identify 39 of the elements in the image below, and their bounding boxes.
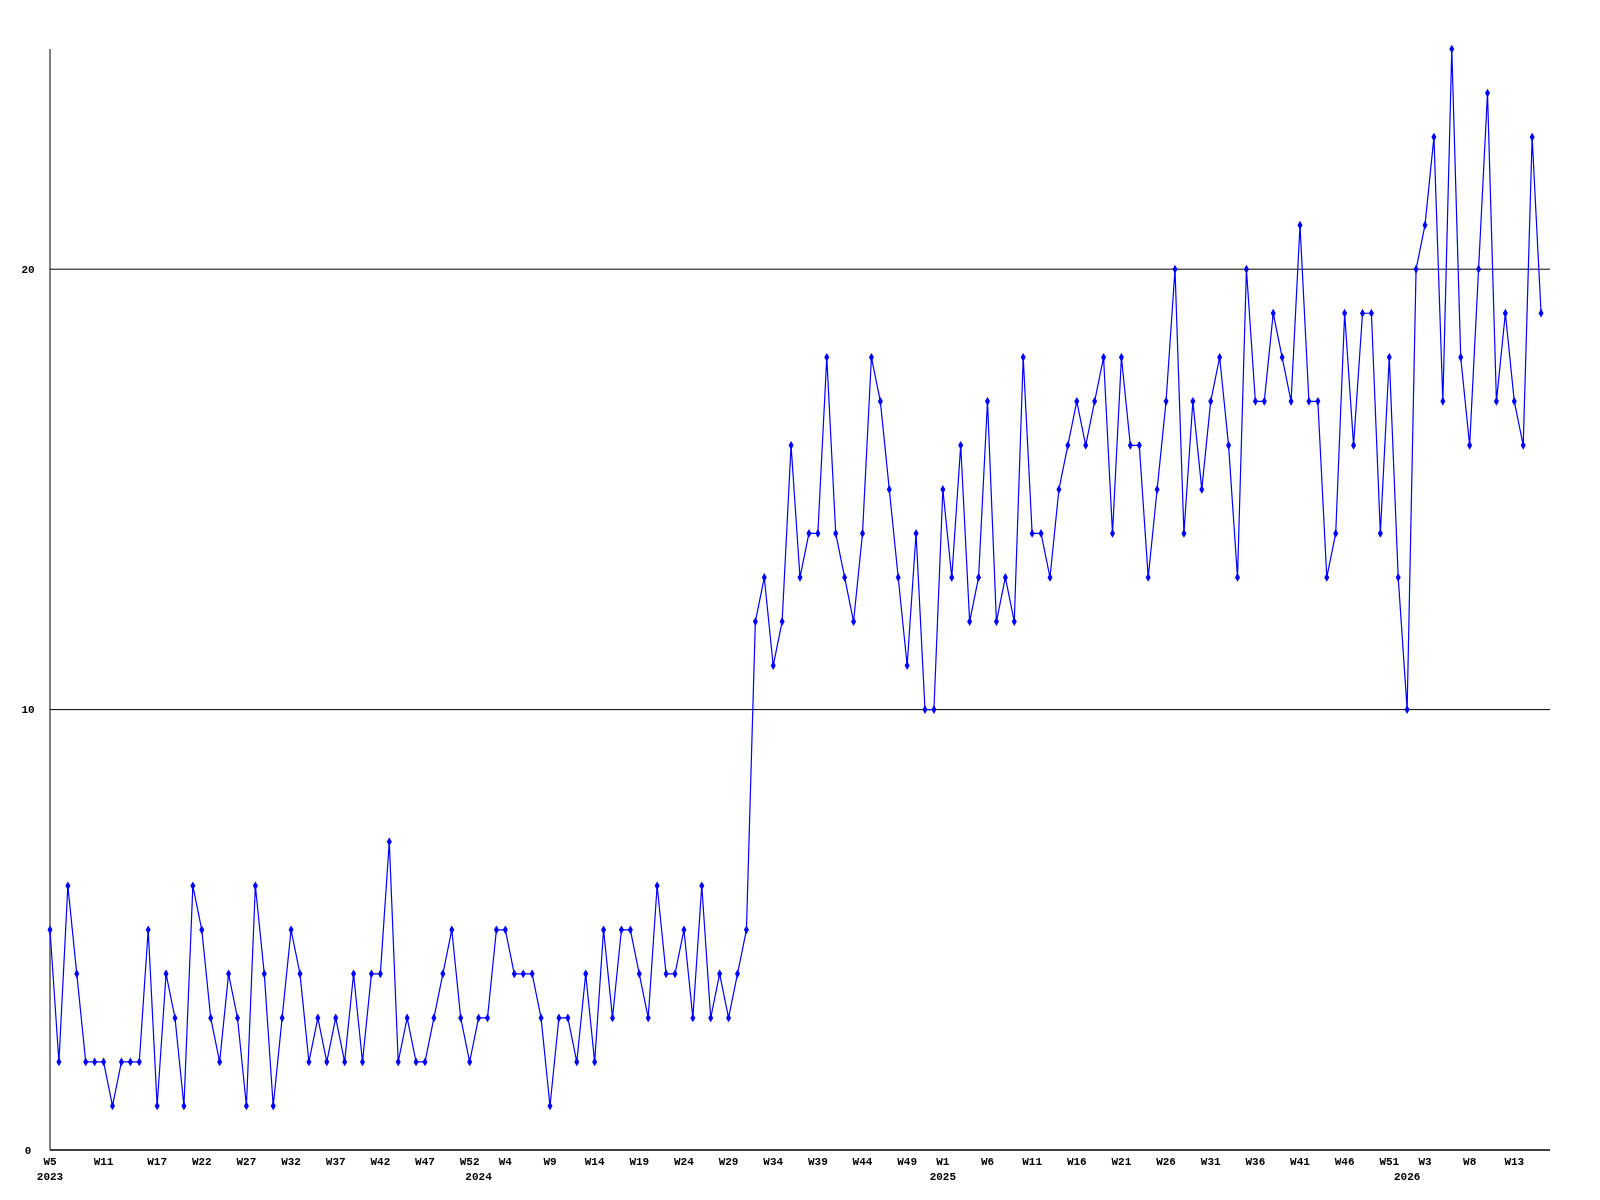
x-tick-label: W49 xyxy=(897,1156,918,1168)
x-tick-label: W6 xyxy=(980,1156,995,1168)
x-tick-label: W42 xyxy=(370,1156,391,1168)
x-tick-label: W21 xyxy=(1111,1156,1132,1168)
x-tick-label: W3 xyxy=(1418,1156,1432,1168)
x-tick-label: W27 xyxy=(236,1156,257,1168)
x-tick-label: W17 xyxy=(147,1156,168,1168)
x-tick-label: W1 2025 xyxy=(929,1156,957,1183)
x-tick-label: W24 xyxy=(674,1156,695,1168)
x-tick-label: W44 xyxy=(852,1156,873,1168)
x-tick-label: W39 xyxy=(807,1156,828,1168)
x-tick-label: W34 xyxy=(763,1156,784,1168)
x-tick-label: W9 xyxy=(543,1156,557,1168)
x-tick-label: W16 xyxy=(1066,1156,1087,1168)
x-tick-label: W46 xyxy=(1334,1156,1355,1168)
x-tick-label: W13 xyxy=(1504,1156,1525,1168)
x-tick-label: W22 xyxy=(191,1156,212,1168)
x-tick-label: W11 xyxy=(93,1156,114,1168)
x-tick-label: W14 xyxy=(584,1156,605,1168)
x-tick-label: W4 xyxy=(498,1156,513,1168)
y-tick-label: 10 xyxy=(21,704,35,717)
x-tick-label: 2024 xyxy=(465,1171,493,1183)
x-tick-label: W29 xyxy=(718,1156,739,1168)
x-tick-label: W19 xyxy=(629,1156,650,1168)
x-tick-label: W8 xyxy=(1463,1156,1477,1168)
x-tick-label: W51 xyxy=(1379,1156,1400,1168)
x-tick-label: W26 xyxy=(1156,1156,1176,1168)
x-tick-label: W31 xyxy=(1200,1156,1222,1168)
x-tick-label: W41 xyxy=(1290,1156,1311,1168)
x-tick-label: W11 xyxy=(1022,1156,1043,1168)
x-tick-label: W5 2023 xyxy=(36,1156,64,1183)
x-tick-label: W47 xyxy=(415,1156,435,1168)
y-tick-label: 20 xyxy=(21,264,35,277)
x-tick-label: W32 xyxy=(281,1156,301,1168)
x-tick-label: W36 xyxy=(1245,1156,1266,1168)
x-tick-label: W52 xyxy=(459,1156,480,1168)
x-tick-label: 2026 xyxy=(1393,1171,1421,1183)
x-tick-label: W37 xyxy=(325,1156,346,1168)
y-tick-label: 0 xyxy=(24,1144,32,1157)
